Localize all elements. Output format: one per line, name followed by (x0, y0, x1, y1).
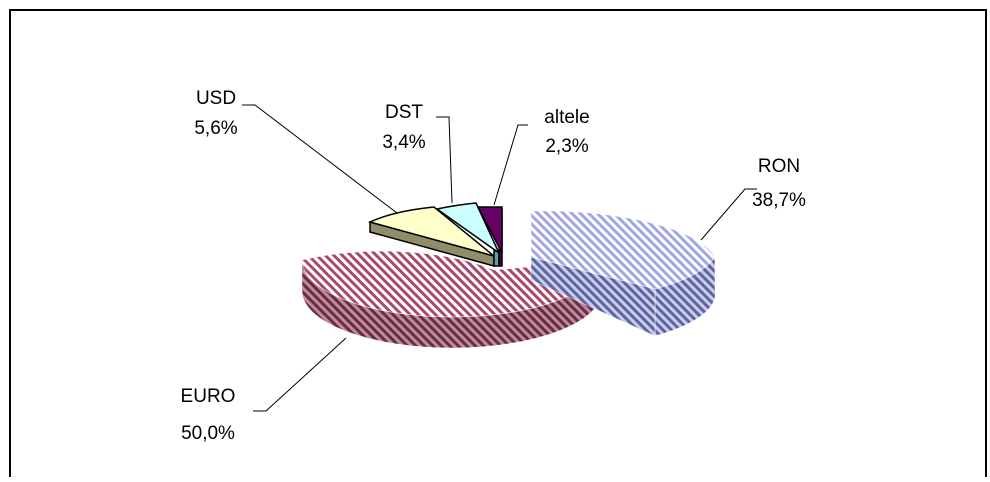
chart-frame (9, 9, 987, 477)
leader-line-dst (436, 116, 453, 204)
leader-line-euro (253, 337, 347, 412)
leader-line-ron (700, 188, 757, 241)
label-altele-value: 2,3% (545, 136, 588, 157)
label-euro-name: EURO (181, 386, 236, 407)
label-usd-name: USD (196, 88, 236, 109)
label-usd-value: 5,6% (194, 118, 237, 139)
label-ron-name: RON (758, 156, 800, 177)
slice-altele (476, 206, 503, 254)
label-euro-value: 50,0% (181, 423, 235, 444)
label-altele-name: altele (544, 107, 589, 128)
leader-line-altele (493, 124, 528, 206)
label-ron-value: 38,7% (752, 190, 806, 211)
label-dst-name: DST (385, 102, 423, 123)
slice-ron (530, 210, 716, 290)
label-dst-value: 3,4% (382, 132, 425, 153)
slice-usd (367, 206, 495, 257)
leader-line-usd (242, 104, 398, 214)
slice-dst (435, 202, 501, 256)
